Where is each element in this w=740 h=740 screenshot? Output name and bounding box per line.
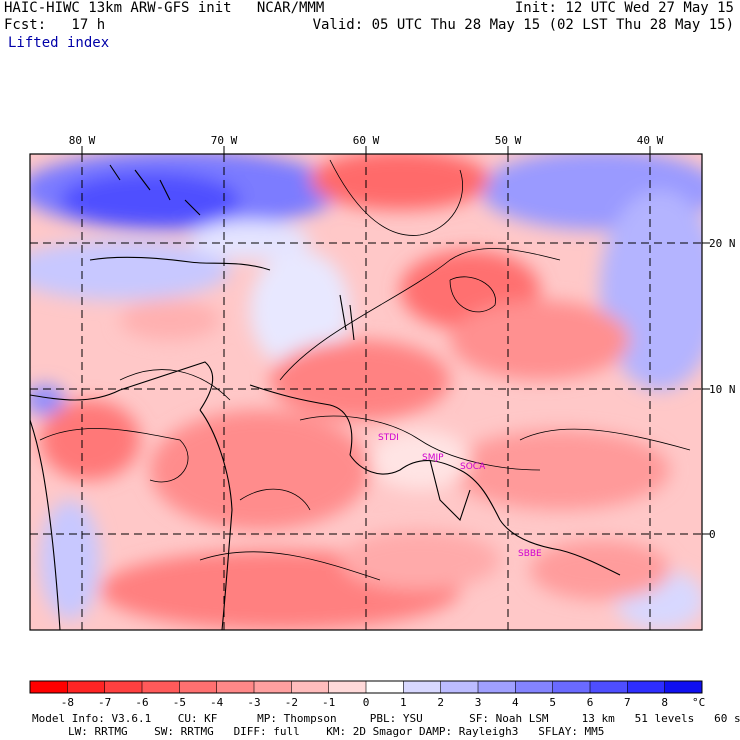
lon-label-70w: 70 W [211,134,238,147]
field-name: Lifted index [8,35,110,51]
colorbar-swatch [328,681,367,693]
colorbar-tick-label: -4 [210,696,224,709]
colorbar-tick-label: 0 [363,696,370,709]
station-soca: SOCA [460,462,486,472]
colorbar-tick-label: 2 [437,696,444,709]
colorbar-tick-label: 6 [587,696,594,709]
colorbar-tick-label: -6 [135,696,148,709]
colorbar-tick-label: 1 [400,696,407,709]
colorbar-swatch [590,681,628,693]
model-title: HAIC-HIWC 13km ARW-GFS init NCAR/MMM [4,0,325,16]
lon-label-50w: 50 W [495,134,522,147]
station-stdi: STDI [378,433,399,443]
colorbar-tick-label: 5 [549,696,556,709]
colorbar-swatch [627,681,666,693]
colorbar-tick-label: -1 [322,696,335,709]
colorbar-swatch [478,681,516,693]
colorbar-swatch [30,681,68,693]
colorbar-tick-label: 7 [624,696,631,709]
colorbar-swatch [179,681,218,693]
colorbar-swatch [664,681,703,693]
colorbar-tick-label: 3 [475,696,482,709]
contour-lines [39,159,691,581]
forecast-hour: Fcst: 17 h [4,17,106,33]
colorbar-swatch [291,681,330,693]
lifted-index-field [30,154,702,630]
colorbar-unit: °C [692,696,705,709]
lat-label-0: 0 [709,528,716,541]
colorbar-tick-label: 4 [512,696,519,709]
lat-label-10n: 10 N [709,383,736,396]
lon-label-60w: 60 W [353,134,380,147]
valid-time: Valid: 05 UTC Thu 28 May 15 (02 LST Thu … [312,17,734,33]
colorbar: -8 -7 -6 -5 -4 -3 -2 -1 0 1 2 3 4 5 6 7 8 [29,680,703,709]
colorbar-tick-label: -7 [98,696,111,709]
lon-label-80w: 80 W [69,134,96,147]
colorbar-swatch [552,681,591,693]
lon-label-40w: 40 W [637,134,664,147]
colorbar-tick-label: -3 [247,696,260,709]
coastlines [30,164,621,630]
lat-label-20n: 20 N [709,237,736,250]
colorbar-swatch [403,681,442,693]
colorbar-swatch [67,681,106,693]
colorbar-tick-label: 8 [661,696,668,709]
footer-model-info: Model Info: V3.6.1 CU: KF MP: Thompson P… [32,712,740,725]
station-smjp: SMJP [422,453,444,463]
colorbar-swatch [440,681,479,693]
graticule [30,154,702,630]
colorbar-swatch [104,681,143,693]
colorbar-tick-label: -2 [285,696,298,709]
colorbar-tick-label: -8 [61,696,74,709]
colorbar-swatch [254,681,292,693]
colorbar-swatch [515,681,554,693]
footer-physics-info: LW: RRTMG SW: RRTMG DIFF: full KM: 2D Sm… [68,725,605,738]
colorbar-tick-label: -5 [173,696,186,709]
station-sbbe: SBBE [518,549,542,559]
init-time: Init: 12 UTC Wed 27 May 15 [514,0,734,16]
colorbar-swatch [142,681,180,693]
colorbar-swatch [216,681,255,693]
colorbar-swatch [366,681,404,693]
